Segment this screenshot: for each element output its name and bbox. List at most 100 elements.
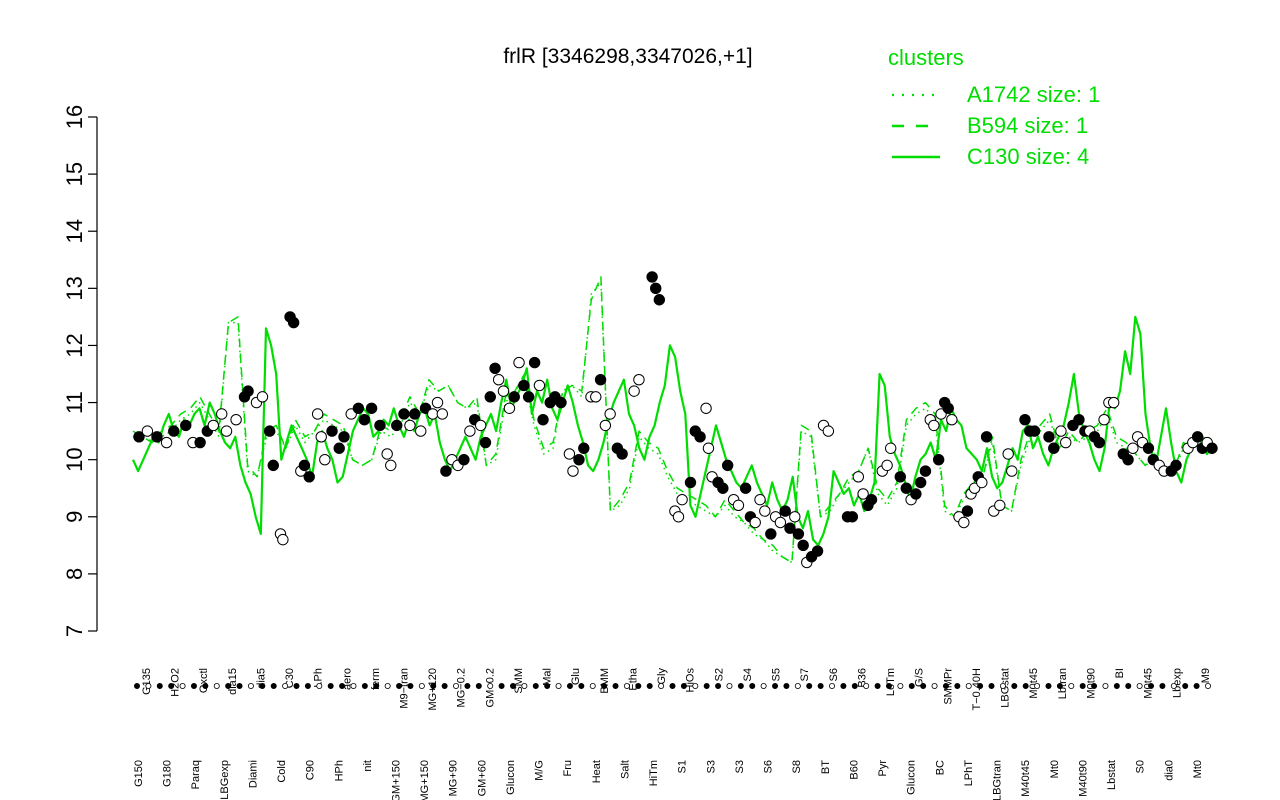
data-point	[789, 511, 801, 523]
data-point	[319, 453, 331, 466]
x-axis-marker	[1113, 683, 1120, 690]
x-axis-marker	[1079, 683, 1086, 690]
chart-title: frlR [3346298,3347026,+1]	[503, 45, 752, 68]
data-point	[1019, 413, 1031, 426]
data-point	[287, 316, 300, 329]
x-tick-label: S6	[763, 760, 775, 773]
x-tick-label: C30	[284, 668, 296, 688]
x-tick-label: MG+90	[448, 760, 460, 796]
data-point	[928, 419, 940, 432]
x-axis-marker	[851, 683, 858, 690]
x-axis-marker	[373, 683, 380, 690]
x-axis-marker	[145, 683, 152, 690]
x-tick-label: G150	[133, 760, 145, 787]
x-axis-marker	[475, 683, 482, 690]
x-axis-marker	[464, 683, 471, 690]
data-point	[980, 431, 993, 443]
y-tick-label: 10	[62, 447, 87, 471]
x-tick-label: MG+150	[419, 760, 431, 800]
data-point	[303, 471, 315, 483]
data-point	[484, 391, 496, 403]
data-point	[474, 419, 487, 432]
x-axis-marker	[1205, 683, 1212, 690]
x-axis-marker	[692, 683, 699, 690]
data-point	[381, 448, 393, 460]
x-axis-marker	[658, 683, 665, 690]
data-point	[932, 453, 945, 466]
data-point	[277, 533, 289, 546]
x-tick-label: Fru	[562, 760, 574, 777]
data-point	[1206, 442, 1218, 454]
data-point	[404, 419, 416, 432]
x-tick-label: S4	[742, 668, 754, 681]
x-axis-marker	[487, 683, 494, 690]
x-tick-label: Heat	[591, 760, 603, 783]
x-axis-marker	[1056, 683, 1063, 690]
x-axis-marker	[190, 683, 197, 690]
data-point	[141, 425, 154, 437]
x-axis-labels: G135 H2O2 Oxctl dia15 dia5 C30 LPh aero ferm M9−t…	[133, 667, 1212, 800]
legend: clusters A1742 size: 1 B594 size: 1 C130…	[888, 45, 1100, 169]
data-point	[616, 448, 628, 460]
x-axis-marker	[339, 683, 346, 690]
y-tick-label: 16	[62, 105, 87, 129]
data-point	[1170, 459, 1182, 472]
x-tick-label: Salt	[619, 760, 631, 779]
x-axis-marker	[885, 683, 892, 690]
data-point	[1073, 413, 1085, 426]
x-axis-marker	[213, 683, 220, 690]
x-tick-label: M0t45	[1143, 668, 1155, 699]
data-point	[427, 408, 439, 420]
data-point	[338, 431, 350, 443]
data-point	[1107, 396, 1120, 409]
legend-title: clusters	[888, 45, 964, 70]
x-tick-label: HiTm	[648, 760, 660, 786]
y-tick-label: 15	[62, 162, 87, 186]
data-point	[256, 391, 269, 403]
x-axis-marker	[942, 683, 949, 690]
legend-label-c130: C130 size: 4	[967, 144, 1089, 169]
data-point	[961, 505, 974, 517]
data-point	[503, 402, 516, 414]
y-axis-ticks: 7 8 9 10 11 12 13 14 15 16	[62, 105, 97, 637]
x-tick-label: BC	[934, 760, 946, 775]
data-point	[1191, 431, 1204, 443]
data-point	[358, 413, 371, 426]
x-tick-label: S3	[705, 760, 717, 773]
x-axis-marker	[441, 683, 448, 690]
x-tick-label: Paraq	[190, 760, 202, 789]
y-tick-label: 12	[62, 333, 87, 357]
data-point	[333, 442, 345, 454]
x-tick-label: LBGstat	[1000, 668, 1012, 708]
x-axis-marker	[133, 683, 140, 690]
data-point	[721, 459, 734, 472]
data-point	[646, 271, 658, 283]
data-point	[464, 425, 476, 437]
x-tick-label: T−0.40H	[971, 668, 983, 711]
x-tick-label: M9−tran	[399, 668, 411, 709]
data-point	[492, 374, 505, 386]
data-point	[194, 436, 206, 449]
x-axis-marker	[635, 683, 642, 690]
x-axis-marker	[874, 683, 881, 690]
x-axis-marker	[418, 683, 425, 690]
x-axis-marker	[350, 683, 357, 690]
data-point	[1002, 448, 1014, 460]
x-tick-label: Diami	[247, 760, 259, 788]
data-point	[594, 374, 607, 386]
x-tick-label: Glucon	[505, 760, 517, 795]
x-axis-marker	[589, 683, 596, 690]
legend-label-a1742: A1742 size: 1	[967, 82, 1100, 107]
data-point	[1142, 442, 1155, 454]
data-point	[311, 408, 324, 420]
x-axis-marker	[1091, 683, 1098, 690]
x-axis-marker	[954, 683, 961, 690]
data-point	[628, 385, 640, 397]
data-point	[298, 459, 311, 472]
x-axis-marker	[669, 683, 676, 690]
x-axis-marker	[396, 683, 403, 690]
x-tick-label: Lbexp	[1171, 668, 1183, 698]
x-axis-marker	[1068, 683, 1075, 690]
x-tick-label: MG−0.2	[456, 668, 468, 707]
data-point	[1127, 442, 1139, 454]
